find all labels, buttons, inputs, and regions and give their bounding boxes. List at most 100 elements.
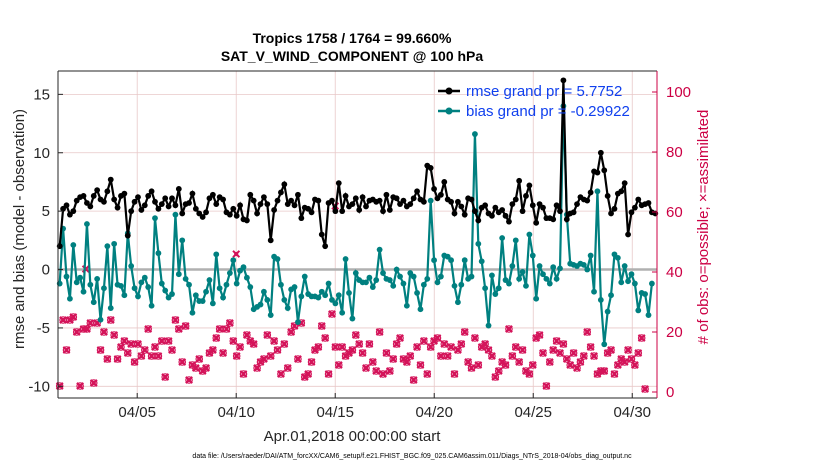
bias-point: [597, 297, 604, 303]
bias-point: [141, 274, 148, 281]
rmse-point: [604, 193, 611, 199]
obs-assimilated-point-fill: [602, 369, 607, 373]
obs-assimilated-point-fill: [489, 354, 494, 358]
obs-assimilated-point-fill: [207, 351, 212, 355]
obs-possible-point: [515, 358, 523, 366]
bias-point: [104, 243, 111, 250]
obs-assimilated-point-fill: [418, 363, 423, 367]
y-right-axis-label: # of obs: o=possible; ×=assimilated: [695, 110, 712, 345]
rmse-point: [645, 200, 652, 206]
obs-assimilated-point-fill: [404, 360, 409, 364]
obs-assimilated-point-fill: [316, 345, 321, 349]
obs-possible-point: [321, 334, 329, 342]
bias-point: [386, 277, 393, 283]
bias-point: [397, 273, 403, 280]
obs-assimilated-point-fill: [609, 348, 614, 352]
obs-assimilated-point-fill: [408, 354, 413, 358]
x-tick-label: 04/05: [118, 404, 156, 421]
rmse-point: [352, 195, 359, 202]
bias-point: [625, 278, 631, 285]
obs-assimilated-point-fill: [329, 312, 334, 316]
obs-assimilated-point-fill: [357, 342, 362, 346]
obs-assimilated-point-fill: [350, 348, 355, 352]
rmse-point: [329, 197, 335, 204]
bias-point: [111, 240, 118, 247]
obs-possible-point: [362, 364, 370, 372]
rmse-point: [468, 196, 475, 203]
obs-assimilated-point-fill: [275, 348, 280, 352]
obs-possible-point: [634, 349, 643, 357]
obs-assimilated-point-fill: [299, 321, 304, 325]
obs-assimilated-point-fill: [364, 366, 369, 370]
rmse-point: [349, 201, 356, 208]
obs-possible-point: [280, 340, 289, 348]
y-left-tick-label: 0: [42, 262, 50, 279]
bias-point: [594, 188, 601, 195]
bias-point: [138, 279, 145, 286]
bias-point: [492, 291, 499, 297]
obs-possible-point: [266, 352, 275, 360]
obs-assimilated-point-fill: [204, 366, 209, 370]
bias-point: [175, 271, 182, 278]
bias-point: [621, 263, 628, 269]
y-left-tick-label: 15: [33, 86, 50, 103]
obs-possible-point: [324, 370, 333, 378]
bias-point: [152, 215, 158, 222]
obs-assimilated-point-fill: [340, 345, 345, 349]
rmse-point: [233, 212, 240, 219]
bias-point: [335, 292, 342, 299]
bias-point: [417, 306, 424, 313]
obs-possible-point: [96, 346, 105, 354]
bias-point: [506, 280, 512, 287]
bias-point: [557, 265, 563, 272]
bias-point: [169, 291, 175, 297]
rmse-point: [247, 191, 254, 198]
bias-point: [94, 275, 101, 282]
obs-assimilated-point-fill: [166, 339, 171, 343]
obs-assimilated-point-fill: [455, 348, 460, 352]
bias-point: [267, 312, 274, 318]
chart-title-line2: SAT_V_WIND_COMPONENT @ 100 hPa: [221, 48, 484, 64]
obs-assimilated-point-fill: [353, 333, 358, 337]
obs-assimilated-point-fill: [377, 330, 382, 334]
obs-assimilated-point-fill: [71, 315, 76, 319]
obs-assimilated-point-fill: [135, 342, 140, 346]
bias-point: [420, 281, 427, 288]
obs-assimilated-point-fill: [95, 321, 100, 325]
bias-point: [257, 301, 264, 308]
bias-point: [158, 280, 165, 287]
obs-assimilated-point-fill: [415, 345, 420, 349]
obs-assimilated-point-fill: [513, 345, 518, 349]
bias-point: [284, 305, 291, 311]
obs-assimilated-point-fill: [173, 318, 178, 322]
rmse-point: [400, 197, 407, 204]
bias-point: [553, 275, 560, 282]
bias-point: [519, 268, 526, 275]
obs-assimilated-point-fill: [142, 348, 147, 352]
obs-assimilated-point-fill: [496, 369, 501, 373]
obs-possible-point: [62, 346, 71, 354]
bias-point: [230, 257, 237, 264]
obs-assimilated-point-fill: [200, 369, 205, 373]
rmse-point: [611, 205, 618, 212]
rmse-point: [461, 211, 468, 218]
bias-point: [162, 287, 169, 294]
rmse-point: [594, 169, 601, 176]
obs-possible-point: [130, 358, 139, 366]
x-axis-label: Apr.01,2018 00:00:00 start: [264, 428, 442, 445]
rmse-point: [94, 187, 101, 194]
rmse-point: [209, 191, 216, 198]
bias-point: [455, 299, 461, 306]
obs-assimilated-point-fill: [255, 366, 260, 370]
obs-possible-point: [586, 343, 595, 351]
obs-assimilated-point-fill: [125, 351, 130, 355]
bias-point: [580, 261, 587, 268]
obs-assimilated-point-fill: [598, 369, 603, 373]
obs-assimilated-point-fill: [564, 357, 569, 361]
obs-assimilated-point-fill: [343, 354, 348, 358]
rmse-point: [291, 202, 298, 209]
rmse-point: [213, 201, 220, 208]
rmse-point: [570, 209, 577, 216]
obs-assimilated-point-fill: [244, 333, 249, 337]
rmse-point: [179, 210, 186, 217]
